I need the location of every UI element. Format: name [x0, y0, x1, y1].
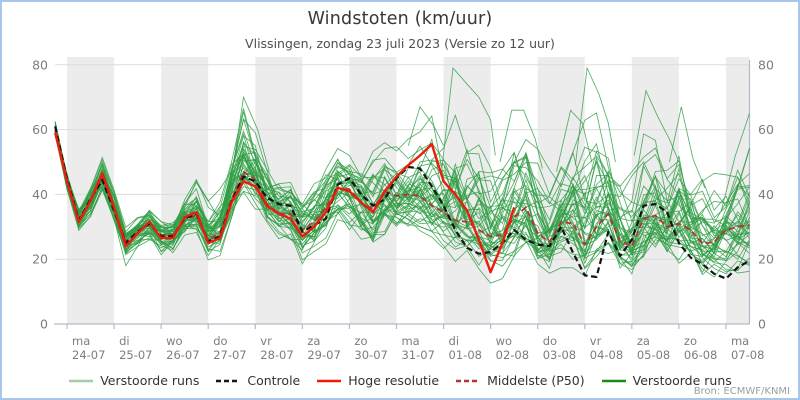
page-title: Windstoten (km/uur): [307, 9, 493, 29]
ensemble-spike-line: [226, 95, 270, 208]
x-tick-weekday-label: vr: [590, 334, 602, 348]
y-tick-label-left: 80: [32, 57, 48, 72]
x-tick-weekday-label: zo: [684, 334, 697, 348]
ensemble-member-line: [54, 128, 750, 253]
ensemble-member-line: [54, 128, 750, 263]
x-tick-weekday-label: za: [637, 334, 650, 348]
x-tick-date-label: 24-07: [72, 348, 105, 362]
legend-item: Controle: [215, 373, 300, 388]
x-tick-date-label: 02-08: [496, 348, 529, 362]
ensemble-member-line: [54, 130, 750, 254]
ensemble-spike-line: [440, 66, 496, 176]
x-tick-date-label: 03-08: [543, 348, 576, 362]
x-tick-weekday-label: ma: [72, 334, 90, 348]
x-tick-date-label: 06-08: [684, 348, 717, 362]
legend-label: Controle: [247, 373, 301, 388]
median-p50-line: [54, 129, 750, 248]
x-tick-date-label: 31-07: [401, 348, 434, 362]
source-credit: Bron: ECMWF/KNMI: [693, 386, 790, 397]
x-tick-weekday-label: za: [307, 334, 320, 348]
x-tick-weekday-label: do: [213, 334, 227, 348]
ensemble-member-line: [54, 132, 750, 258]
ensemble-member-line: [54, 124, 750, 256]
y-tick-label-right: 60: [758, 122, 774, 137]
ensemble-member-line: [54, 128, 750, 254]
ensemble-member-line: [54, 126, 750, 258]
legend-item: Verstoorde runs: [68, 373, 199, 388]
y-tick-label-left: 0: [40, 317, 48, 332]
x-tick-weekday-label: wo: [496, 334, 512, 348]
ensemble-member-line: [54, 126, 750, 254]
x-tick-date-label: 04-08: [590, 348, 623, 362]
x-tick-date-label: 01-08: [449, 348, 482, 362]
ensemble-member-line: [54, 108, 750, 257]
ensemble-spike-line: [407, 105, 444, 146]
day-band: [161, 57, 209, 324]
x-tick-weekday-label: ma: [401, 334, 419, 348]
ensemble-spike-line: [499, 109, 543, 169]
ensemble-member-line: [54, 133, 750, 261]
x-tick-date-label: 30-07: [354, 348, 387, 362]
x-tick-weekday-label: wo: [166, 334, 182, 348]
page-subtitle: Vlissingen, zondag 23 juli 2023 (Versie …: [245, 36, 555, 51]
x-tick-date-label: 27-07: [213, 348, 246, 362]
ensemble-spike-line: [556, 109, 593, 172]
x-tick-date-label: 05-08: [637, 348, 670, 362]
x-tick-weekday-label: di: [449, 334, 460, 348]
x-tick-weekday-label: do: [543, 334, 557, 348]
legend-item: Hoge resolutie: [316, 373, 439, 388]
y-tick-label-left: 20: [32, 252, 48, 267]
legend-swatch-line: [317, 379, 342, 382]
legend-swatch-line: [601, 379, 626, 382]
y-tick-label-right: 80: [758, 57, 774, 72]
chart-legend: Verstoorde runs Controle Hoge resolutie Mid…: [2, 373, 798, 388]
y-tick-label-left: 40: [32, 187, 48, 202]
x-tick-date-label: 25-07: [119, 348, 152, 362]
x-tick-date-label: 07-08: [731, 348, 764, 362]
x-tick-weekday-label: ma: [731, 334, 749, 348]
legend-label: Verstoorde runs: [100, 373, 200, 388]
legend-swatch-dashed-line: [456, 379, 481, 382]
legend-item: Middelste (P50): [455, 373, 585, 388]
ensemble-member-line: [54, 125, 750, 274]
x-tick-date-label: 28-07: [260, 348, 293, 362]
x-tick-weekday-label: di: [119, 334, 130, 348]
ensemble-member-line: [54, 129, 750, 284]
day-band: [725, 57, 750, 324]
y-tick-label-right: 0: [758, 317, 766, 332]
x-tick-date-label: 29-07: [307, 348, 340, 362]
x-tick-weekday-label: vr: [260, 334, 272, 348]
legend-swatch-line: [69, 379, 94, 382]
y-tick-label-right: 20: [758, 252, 774, 267]
ensemble-spike-line: [669, 106, 706, 189]
ensemble-spike-line: [574, 66, 616, 166]
x-tick-weekday-label: zo: [354, 334, 367, 348]
legend-swatch-dashed-line: [216, 379, 241, 382]
hires-line: [54, 132, 516, 274]
legend-label: Verstoorde runs: [632, 373, 732, 388]
y-tick-label-left: 60: [32, 122, 48, 137]
ensemble-spike-line: [720, 113, 750, 211]
y-tick-label-right: 40: [758, 187, 774, 202]
x-tick-date-label: 26-07: [166, 348, 199, 362]
ensemble-member-line: [54, 131, 750, 267]
legend-item: Verstoorde runs: [601, 373, 732, 388]
legend-label: Middelste (P50): [487, 373, 585, 388]
legend-label: Hoge resolutie: [348, 373, 440, 388]
